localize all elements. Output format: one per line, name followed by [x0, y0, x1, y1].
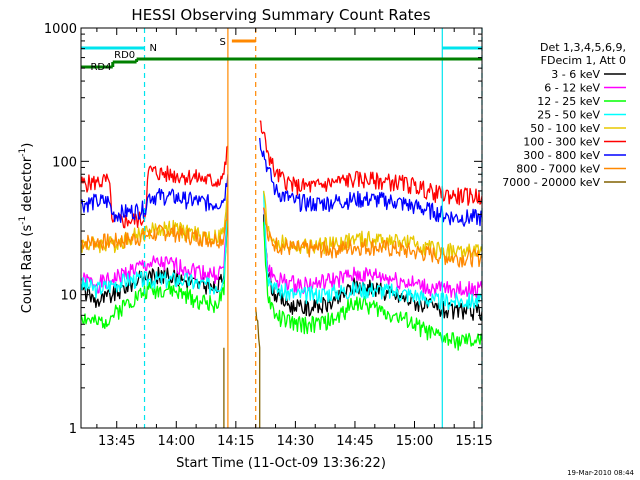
y-axis-label: Count Rate (s-1 detector-1) [18, 143, 35, 314]
series-line-800-7000-kev [81, 201, 482, 268]
x-axis: 13:45 14:00 14:15 14:30 14:45 15:00 15:15 [96, 28, 493, 449]
legend-header-line2: FDecim 1, Att 0 [541, 54, 626, 67]
footer-timestamp: 19-Mar-2010 08:44 [567, 469, 634, 477]
flag-label-rd0: RD0 [114, 50, 135, 61]
legend-label-7000-20000-kev: 7000 - 20000 keV [502, 176, 600, 189]
x-tick-label: 14:00 [158, 434, 195, 449]
y-axis-label-mid: detector [20, 156, 35, 216]
plot-area [81, 120, 482, 428]
y-tick-label: 100 [52, 155, 77, 170]
legend-header-line1: Det 1,3,4,5,6,9, [540, 41, 626, 54]
x-axis-label: Start Time (11-Oct-09 13:36:22) [176, 456, 386, 471]
legend: Det 1,3,4,5,6,9, FDecim 1, Att 0 3 - 6 k… [502, 41, 626, 189]
y-axis-label-main: Count Rate (s [20, 225, 35, 314]
y-tick-label: 1 [69, 422, 77, 437]
legend-label-100-300-kev: 100 - 300 keV [523, 136, 600, 149]
plot-frame [80, 27, 483, 429]
legend-label-800-7000-kev: 800 - 7000 keV [516, 163, 600, 176]
x-tick-label: 13:45 [98, 434, 135, 449]
y-axis-label-end: ) [20, 143, 35, 148]
legend-label-12-25-kev: 12 - 25 keV [537, 95, 600, 108]
x-tick-label: 14:15 [217, 434, 254, 449]
series-line-3-6-kev [81, 201, 482, 321]
legend-label-6-12-kev: 6 - 12 keV [544, 82, 600, 95]
x-tick-label: 15:15 [455, 434, 492, 449]
flag-label-rd4: RD4 [90, 62, 111, 73]
series-line-6-12-kev [81, 195, 482, 299]
series-line-7000-20000-kev [223, 307, 261, 428]
legend-label-3-6-kev: 3 - 6 keV [551, 68, 600, 81]
y-tick-label: 10 [60, 289, 77, 304]
x-tick-label: 14:45 [336, 434, 373, 449]
flag-label-s: S [220, 37, 226, 48]
y-axis-label-sup1: -1 [18, 216, 28, 225]
series-line-25-50-kev [81, 190, 482, 311]
chart-title: HESSI Observing Summary Count Rates [131, 6, 430, 24]
series-line-300-800-kev [81, 137, 482, 227]
x-tick-label: 14:30 [277, 434, 314, 449]
legend-label-25-50-kev: 25 - 50 keV [537, 109, 600, 122]
x-tick-label: 15:00 [396, 434, 433, 449]
y-axis: 1 10 100 1000 [44, 22, 482, 437]
legend-label-50-100-kev: 50 - 100 keV [530, 122, 600, 135]
series-line-100-300-kev [81, 120, 482, 229]
y-tick-label: 1000 [44, 22, 77, 37]
flag-label-n: N [150, 43, 157, 54]
legend-label-300-800-kev: 300 - 800 keV [523, 149, 600, 162]
y-axis-label-sup2: -1 [18, 148, 28, 157]
